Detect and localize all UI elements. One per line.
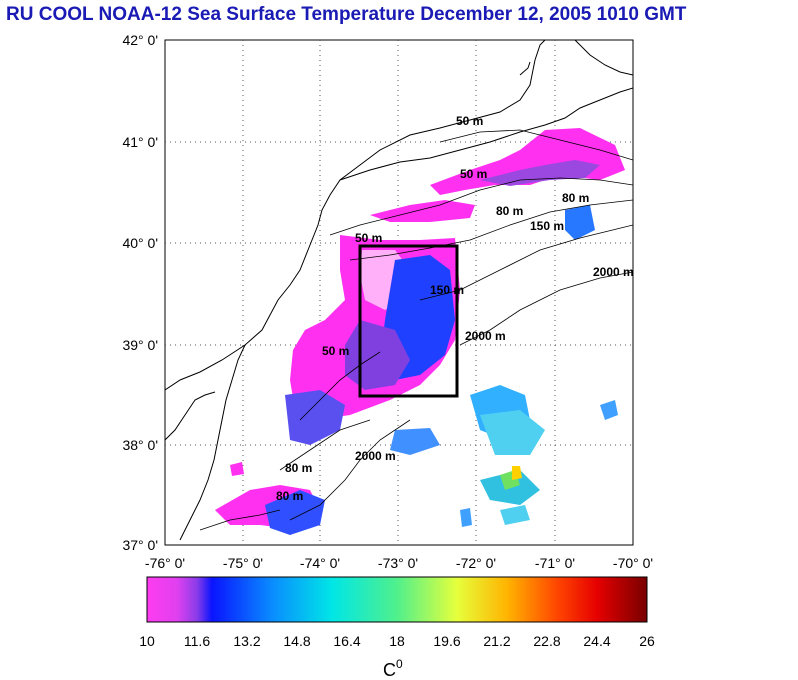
- sst-patch-offshore3: [390, 428, 440, 455]
- colorbar-bar: [146, 576, 648, 623]
- sst-patch-offshore6: [512, 466, 522, 480]
- sst-patch-offshore9: [230, 462, 244, 476]
- study-area-box: [358, 244, 459, 398]
- depth-label: 80 m: [496, 204, 523, 218]
- lat-label: 39° 0': [122, 337, 158, 353]
- lon-label: -70° 0': [613, 555, 653, 571]
- sst-patch-sw-blue: [265, 490, 325, 535]
- colorbar-tick: 18: [389, 633, 405, 649]
- unit-base: C: [383, 660, 396, 680]
- colorbar-tick: 26: [639, 633, 655, 649]
- sst-patch-ne-purple: [480, 160, 600, 186]
- depth-label: 80 m: [285, 461, 312, 475]
- sst-patch-offshore7: [565, 205, 595, 240]
- depth-label: 80 m: [276, 489, 303, 503]
- depth-label: 2000 m: [593, 265, 634, 279]
- depth-label: 50 m: [460, 167, 487, 181]
- sst-patch-offshore8: [600, 400, 618, 420]
- bathymetry-contours: [199, 129, 633, 531]
- depth-label: 80 m: [562, 191, 589, 205]
- sst-patch-offshore10: [500, 505, 530, 525]
- depth-label: 50 m: [355, 231, 382, 245]
- lon-label: -74° 0': [300, 555, 340, 571]
- colorbar-tick: 22.8: [533, 633, 560, 649]
- lat-label: 41° 0': [122, 134, 158, 150]
- colorbar-tick: 14.8: [283, 633, 310, 649]
- sst-patch-sw2: [285, 390, 345, 445]
- colorbar-unit: C0: [383, 657, 403, 680]
- colorbar-tick: 10: [139, 633, 155, 649]
- unit-sup: 0: [396, 657, 403, 671]
- longitude-labels: -76° 0' -75° 0' -74° 0' -73° 0' -72° 0' …: [145, 555, 653, 571]
- sst-patch-ne: [430, 128, 625, 195]
- lon-label: -71° 0': [535, 555, 575, 571]
- coastline: [165, 40, 633, 541]
- colorbar-tick: 16.4: [333, 633, 360, 649]
- latitude-labels: 42° 0' 41° 0' 40° 0' 39° 0' 38° 0' 37° 0…: [122, 32, 158, 553]
- map-title: RU COOL NOAA-12 Sea Surface Temperature …: [6, 4, 687, 25]
- colorbar: 10 11.6 13.2 14.8 16.4 18 19.6 21.2 22.8…: [139, 576, 655, 680]
- sst-patch-ne2: [370, 200, 475, 222]
- colorbar-tick: 21.2: [483, 633, 510, 649]
- lat-label: 40° 0': [122, 235, 158, 251]
- depth-label: 150 m: [430, 283, 464, 297]
- depth-label: 50 m: [322, 344, 349, 358]
- depth-label: 50 m: [456, 114, 483, 128]
- lon-label: -76° 0': [145, 555, 185, 571]
- depth-labels: 50 m 50 m 80 m 80 m 150 m 150 m 2000 m 2…: [276, 114, 634, 503]
- sst-patch-offshore11: [460, 508, 472, 527]
- colorbar-tick: 11.6: [184, 633, 210, 649]
- lon-label: -73° 0': [378, 555, 418, 571]
- depth-label: 2000 m: [355, 449, 396, 463]
- lat-label: 42° 0': [122, 32, 158, 48]
- colorbar-tick: 19.6: [433, 633, 460, 649]
- lon-label: -75° 0': [223, 555, 263, 571]
- depth-label: 2000 m: [465, 329, 506, 343]
- sst-patch-offshore2: [480, 410, 545, 455]
- lon-label: -72° 0': [456, 555, 496, 571]
- colorbar-tick: 13.2: [233, 633, 260, 649]
- lat-label: 37° 0': [122, 537, 158, 553]
- colorbar-tick: 24.4: [583, 633, 610, 649]
- depth-label: 150 m: [530, 219, 564, 233]
- lat-label: 38° 0': [122, 437, 158, 453]
